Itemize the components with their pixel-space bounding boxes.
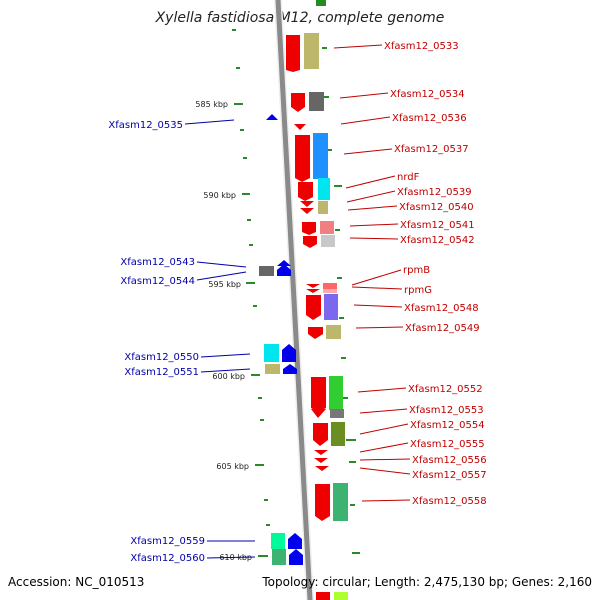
- map-title: Xylella fastidiosa M12, complete genome: [155, 10, 445, 26]
- gene-label: Xfasm12_0554: [410, 420, 485, 431]
- gene-label: Xfasm12_0550: [124, 352, 199, 363]
- gene-label: Xfasm12_0541: [400, 220, 475, 231]
- tick-label: 585 kbp: [195, 100, 228, 109]
- gene-label: Xfasm12_0540: [399, 202, 474, 213]
- gene-label: Xfasm12_0543: [120, 257, 195, 268]
- gene-label: Xfasm12_0553: [409, 405, 484, 416]
- gene-label: Xfasm12_0551: [124, 367, 199, 378]
- gene-label: Xfasm12_0537: [394, 144, 469, 155]
- gene-label: Xfasm12_0555: [410, 439, 485, 450]
- backbone: [274, 0, 314, 600]
- gene-label: Xfasm12_0535: [108, 120, 183, 131]
- gene-label: Xfasm12_0558: [412, 496, 487, 507]
- forward-labels: Xfasm12_0533 Xfasm12_0534 Xfasm12_0536 X…: [384, 41, 487, 507]
- reverse-labels: Xfasm12_0535 Xfasm12_0543 Xfasm12_0544 X…: [108, 120, 205, 564]
- reverse-strand-features: [259, 114, 303, 565]
- gene-label: rpmB: [403, 265, 430, 276]
- gene-label: Xfasm12_0548: [404, 303, 479, 314]
- forward-leader-lines: [333, 44, 411, 502]
- gene-label: Xfasm12_0534: [390, 89, 465, 100]
- gene-label: rpmG: [404, 285, 432, 296]
- gene-label: Xfasm12_0549: [405, 323, 480, 334]
- gene-label: Xfasm12_0539: [397, 187, 472, 198]
- gene-label: Xfasm12_0542: [400, 235, 475, 246]
- gene-label: Xfasm12_0536: [392, 113, 467, 124]
- gene-label: Xfasm12_0552: [408, 384, 483, 395]
- gene-label: Xfasm12_0556: [412, 455, 487, 466]
- gene-label: Xfasm12_0544: [120, 276, 195, 287]
- gene-label: Xfasm12_0559: [130, 536, 205, 547]
- tick-label: 605 kbp: [216, 462, 249, 471]
- gene-label: Xfasm12_0557: [412, 470, 487, 481]
- gene-label: Xfasm12_0560: [130, 553, 205, 564]
- gene-label: Xfasm12_0533: [384, 41, 459, 52]
- accession-text: Accession: NC_010513: [8, 575, 145, 589]
- forward-strand-features: [286, 0, 348, 600]
- topology-text: Topology: circular; Length: 2,475,130 bp…: [262, 575, 592, 589]
- tick-label: 590 kbp: [203, 191, 236, 200]
- reverse-leader-lines: [184, 119, 256, 559]
- tick-label: 595 kbp: [208, 280, 241, 289]
- right-ruler: [320, 3, 360, 554]
- tick-label: 600 kbp: [212, 372, 245, 381]
- gene-label: nrdF: [397, 172, 420, 183]
- left-ruler: [232, 29, 270, 557]
